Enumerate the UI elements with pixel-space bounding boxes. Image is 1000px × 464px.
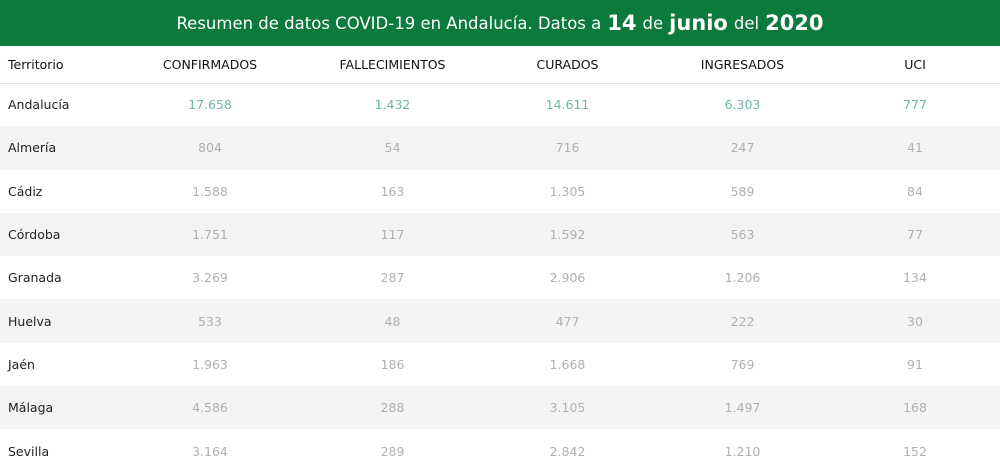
confirmados-value: 1.963 (192, 356, 228, 372)
ingresados-value: 1.210 (724, 443, 761, 459)
title-day: 14 (607, 11, 637, 35)
summary-title-bar: Resumen de datos COVID-19 en Andalucía. … (0, 0, 1000, 46)
territory-name: Málaga (8, 400, 54, 416)
ingresados-value: 589 (730, 183, 755, 199)
confirmados-value: 4.586 (192, 400, 228, 416)
fallecimientos-value: 289 (380, 443, 405, 459)
confirmados-value: 3.269 (192, 270, 228, 286)
title-de: de (642, 13, 664, 33)
confirmados-value: 1.588 (192, 183, 228, 199)
ingresados-value: 1.206 (724, 270, 761, 286)
title-prefix: Resumen de datos COVID-19 en Andalucía. … (176, 13, 602, 33)
territory-name: Almería (8, 140, 57, 156)
ingresados-value: 247 (730, 140, 755, 156)
fallecimientos-value: 287 (380, 270, 405, 286)
table-row-huelva: Huelva 533 48 477 222 30 (0, 299, 1000, 343)
territory-name: Huelva (8, 313, 52, 329)
table-row-malaga: Málaga 4.586 288 3.105 1.497 168 (0, 386, 1000, 430)
uci-value: 777 (903, 97, 927, 113)
fallecimientos-value: 186 (380, 356, 405, 372)
column-header-confirmados[interactable]: CONFIRMADOS (115, 46, 305, 84)
territory-name: Sevilla (8, 443, 50, 459)
uci-value: 168 (903, 400, 927, 416)
territory-name: Cádiz (8, 183, 43, 199)
fallecimientos-value: 54 (384, 140, 401, 156)
curados-value: 477 (555, 313, 580, 329)
uci-value: 30 (907, 313, 923, 329)
uci-value: 84 (907, 183, 923, 199)
ingresados-value: 1.497 (724, 400, 761, 416)
table-row-cordoba: Córdoba 1.751 117 1.592 563 77 (0, 212, 1000, 257)
fallecimientos-value: 163 (380, 183, 405, 199)
confirmados-value: 1.751 (192, 227, 228, 243)
curados-value: 716 (555, 140, 580, 156)
column-header-fallecimientos[interactable]: FALLECIMIENTOS (305, 46, 480, 84)
uci-value: 152 (903, 443, 927, 459)
curados-value: 14.611 (545, 97, 590, 113)
fallecimientos-value: 48 (384, 313, 401, 329)
fallecimientos-value: 1.432 (374, 97, 411, 113)
table-row-andalucia: Andalucía 17.658 1.432 14.611 6.303 777 (0, 83, 1000, 126)
territory-name: Jaén (8, 356, 35, 372)
column-header-curados[interactable]: CURADOS (480, 46, 655, 84)
confirmados-value: 804 (198, 140, 222, 156)
ingresados-value: 769 (730, 356, 755, 372)
curados-value: 1.592 (549, 227, 586, 243)
title-month: junio (669, 11, 728, 35)
uci-value: 91 (907, 356, 923, 372)
confirmados-value: 3.164 (192, 443, 228, 459)
uci-value: 41 (907, 140, 923, 156)
territory-name: Granada (8, 270, 62, 286)
table-row-granada: Granada 3.269 287 2.906 1.206 134 (0, 256, 1000, 299)
column-header-territorio[interactable]: Territorio (0, 46, 115, 84)
curados-value: 2.842 (549, 443, 586, 459)
table-row-jaen: Jaén 1.963 186 1.668 769 91 (0, 343, 1000, 386)
ingresados-value: 563 (730, 227, 755, 243)
title-del: del (733, 13, 760, 33)
table-row-almeria: Almería 804 54 716 247 41 (0, 126, 1000, 170)
table-row-sevilla: Sevilla 3.164 289 2.842 1.210 152 (0, 429, 1000, 464)
curados-value: 2.906 (549, 270, 586, 286)
title-year: 2020 (765, 11, 824, 35)
fallecimientos-value: 117 (380, 227, 405, 243)
covid-data-table: Territorio CONFIRMADOS FALLECIMIENTOS CU… (0, 46, 1000, 464)
column-header-uci[interactable]: UCI (830, 46, 1000, 84)
curados-value: 1.305 (549, 183, 586, 199)
uci-value: 77 (907, 227, 923, 243)
ingresados-value: 6.303 (724, 97, 761, 113)
confirmados-value: 17.658 (188, 97, 232, 113)
confirmados-value: 533 (198, 313, 222, 329)
fallecimientos-value: 288 (380, 400, 405, 416)
table-row-cadiz: Cádiz 1.588 163 1.305 589 84 (0, 170, 1000, 213)
territory-name: Córdoba (8, 227, 61, 243)
column-header-ingresados[interactable]: INGRESADOS (655, 46, 830, 84)
curados-value: 3.105 (549, 400, 586, 416)
uci-value: 134 (903, 270, 927, 286)
table-header-row: Territorio CONFIRMADOS FALLECIMIENTOS CU… (0, 46, 1000, 84)
curados-value: 1.668 (549, 356, 586, 372)
ingresados-value: 222 (730, 313, 755, 329)
territory-name: Andalucía (8, 97, 70, 113)
